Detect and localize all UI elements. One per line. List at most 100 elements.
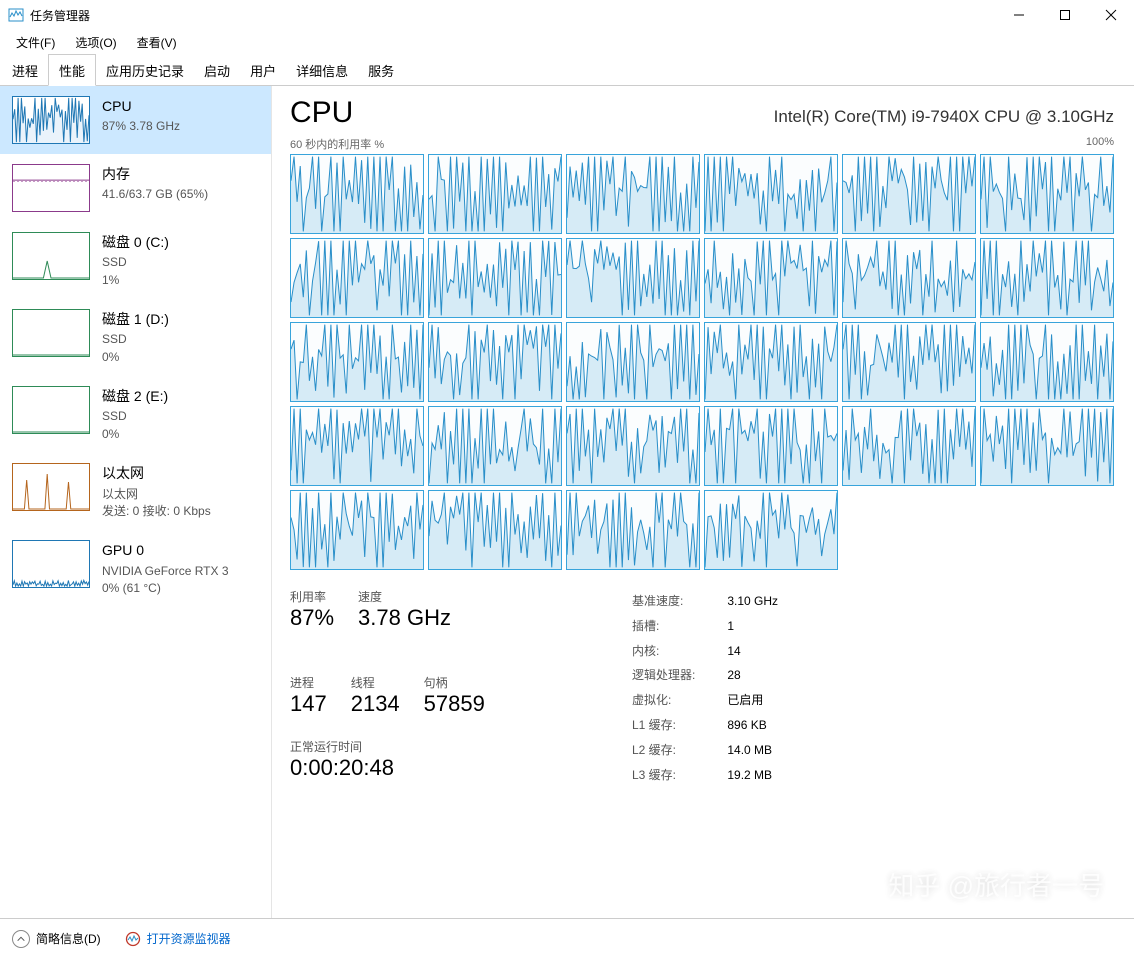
main-panel: CPU Intel(R) Core(TM) i9-7940X CPU @ 3.1… <box>272 86 1134 918</box>
core-cell-5 <box>980 154 1114 234</box>
sidebar: CPU 87% 3.78 GHz 内存 41.6/63.7 GB (65%) 磁… <box>0 86 272 918</box>
tab-5[interactable]: 详细信息 <box>286 55 358 85</box>
sidebar-item-sub2: 发送: 0 接收: 0 Kbps <box>102 503 211 520</box>
minimize-button[interactable] <box>996 0 1042 30</box>
cpu-model: Intel(R) Core(TM) i9-7940X CPU @ 3.10GHz <box>774 107 1114 127</box>
spec-value: 14 <box>727 640 778 663</box>
core-cell-23 <box>980 406 1114 486</box>
menu-file[interactable]: 文件(F) <box>8 32 63 53</box>
stat-value: 3.78 GHz <box>358 605 451 631</box>
window-title: 任务管理器 <box>30 7 996 24</box>
spec-row-0: 基准速度:3.10 GHz <box>632 590 778 613</box>
axis-left-label: 60 秒内的利用率 % <box>290 136 384 152</box>
uptime: 正常运行时间0:00:20:48 <box>290 738 590 788</box>
core-cell-13 <box>428 322 562 402</box>
core-grid <box>290 154 1114 570</box>
spec-row-4: 虚拟化:已启用 <box>632 689 778 712</box>
spec-value: 28 <box>727 664 778 687</box>
spec-row-5: L1 缓存:896 KB <box>632 714 778 737</box>
sidebar-item-5[interactable]: 以太网 以太网 发送: 0 接收: 0 Kbps <box>0 453 271 530</box>
core-cell-8 <box>566 238 700 318</box>
sidebar-item-sub: SSD <box>102 408 168 425</box>
menu-view[interactable]: 查看(V) <box>129 32 185 53</box>
sidebar-item-sub: 以太网 <box>102 486 211 503</box>
menu-options[interactable]: 选项(O) <box>67 32 124 53</box>
open-resource-monitor-link[interactable]: 打开资源监视器 <box>125 930 231 947</box>
page-title: CPU <box>290 96 353 130</box>
sidebar-item-2[interactable]: 磁盘 0 (C:) SSD 1% <box>0 222 271 299</box>
core-cell-0 <box>290 154 424 234</box>
sidebar-thumb <box>12 96 90 144</box>
stat-label: 线程 <box>351 674 400 691</box>
resource-monitor-label: 打开资源监视器 <box>147 930 231 947</box>
spec-value: 19.2 MB <box>727 764 778 787</box>
sidebar-thumb <box>12 386 90 434</box>
close-button[interactable] <box>1088 0 1134 30</box>
stats-area: 利用率87% 速度3.78 GHz 进程147 线程2134 句柄57859 正常运行时间… <box>290 588 1114 788</box>
core-cell-18 <box>290 406 424 486</box>
spec-row-3: 逻辑处理器:28 <box>632 664 778 687</box>
spec-row-6: L2 缓存:14.0 MB <box>632 739 778 762</box>
stat-value: 2134 <box>351 691 400 717</box>
stat-value: 57859 <box>424 691 485 717</box>
tab-1[interactable]: 性能 <box>48 54 96 86</box>
axis-right-label: 100% <box>1086 136 1114 152</box>
sidebar-item-sub2: 0% <box>102 426 168 443</box>
core-cell-15 <box>704 322 838 402</box>
window-controls <box>996 0 1134 30</box>
sidebar-item-3[interactable]: 磁盘 1 (D:) SSD 0% <box>0 299 271 376</box>
sidebar-item-name: CPU <box>102 96 180 116</box>
tab-3[interactable]: 启动 <box>194 55 240 85</box>
core-cell-12 <box>290 322 424 402</box>
sidebar-item-0[interactable]: CPU 87% 3.78 GHz <box>0 86 271 154</box>
sidebar-item-6[interactable]: GPU 0 NVIDIA GeForce RTX 3 0% (61 °C) <box>0 530 271 607</box>
stat-4: 句柄57859 <box>424 674 485 724</box>
titlebar: 任务管理器 <box>0 0 1134 30</box>
sidebar-item-name: 磁盘 1 (D:) <box>102 309 169 329</box>
stat-value: 147 <box>290 691 327 717</box>
spec-value: 896 KB <box>727 714 778 737</box>
spec-row-1: 插槽:1 <box>632 615 778 638</box>
core-cell-25 <box>428 490 562 570</box>
spec-label: L2 缓存: <box>632 739 725 762</box>
sidebar-thumb <box>12 540 90 588</box>
sidebar-item-sub: 41.6/63.7 GB (65%) <box>102 186 208 203</box>
sidebar-thumb <box>12 164 90 212</box>
maximize-button[interactable] <box>1042 0 1088 30</box>
sidebar-item-4[interactable]: 磁盘 2 (E:) SSD 0% <box>0 376 271 453</box>
sidebar-item-name: 以太网 <box>102 463 211 483</box>
tab-0[interactable]: 进程 <box>2 55 48 85</box>
core-cell-27 <box>704 490 838 570</box>
sidebar-item-1[interactable]: 内存 41.6/63.7 GB (65%) <box>0 154 271 222</box>
sidebar-item-sub: 87% 3.78 GHz <box>102 118 180 135</box>
core-cell-6 <box>290 238 424 318</box>
stat-value: 87% <box>290 605 334 631</box>
sidebar-item-name: 磁盘 2 (E:) <box>102 386 168 406</box>
sidebar-thumb <box>12 309 90 357</box>
stats-right: 基准速度:3.10 GHz插槽:1内核:14逻辑处理器:28虚拟化:已启用L1 … <box>630 588 780 788</box>
spec-row-2: 内核:14 <box>632 640 778 663</box>
chevron-up-icon[interactable] <box>12 930 30 948</box>
stat-1: 速度3.78 GHz <box>358 588 451 638</box>
fewer-details-button[interactable]: 简略信息(D) <box>36 930 101 947</box>
core-cell-9 <box>704 238 838 318</box>
sidebar-item-sub: SSD <box>102 331 169 348</box>
spec-label: L3 缓存: <box>632 764 725 787</box>
sidebar-item-name: GPU 0 <box>102 540 229 560</box>
core-cell-26 <box>566 490 700 570</box>
core-cell-20 <box>566 406 700 486</box>
core-cell-19 <box>428 406 562 486</box>
spec-label: 内核: <box>632 640 725 663</box>
sidebar-item-sub2: 0% (61 °C) <box>102 580 229 597</box>
tab-6[interactable]: 服务 <box>358 55 404 85</box>
core-cell-11 <box>980 238 1114 318</box>
sidebar-item-name: 磁盘 0 (C:) <box>102 232 169 252</box>
uptime-value: 0:00:20:48 <box>290 755 590 781</box>
tab-2[interactable]: 应用历史记录 <box>96 55 194 85</box>
core-cell-1 <box>428 154 562 234</box>
stat-label: 利用率 <box>290 588 334 605</box>
tab-4[interactable]: 用户 <box>240 55 286 85</box>
sidebar-thumb <box>12 463 90 511</box>
core-cell-24 <box>290 490 424 570</box>
stat-2: 进程147 <box>290 674 327 724</box>
